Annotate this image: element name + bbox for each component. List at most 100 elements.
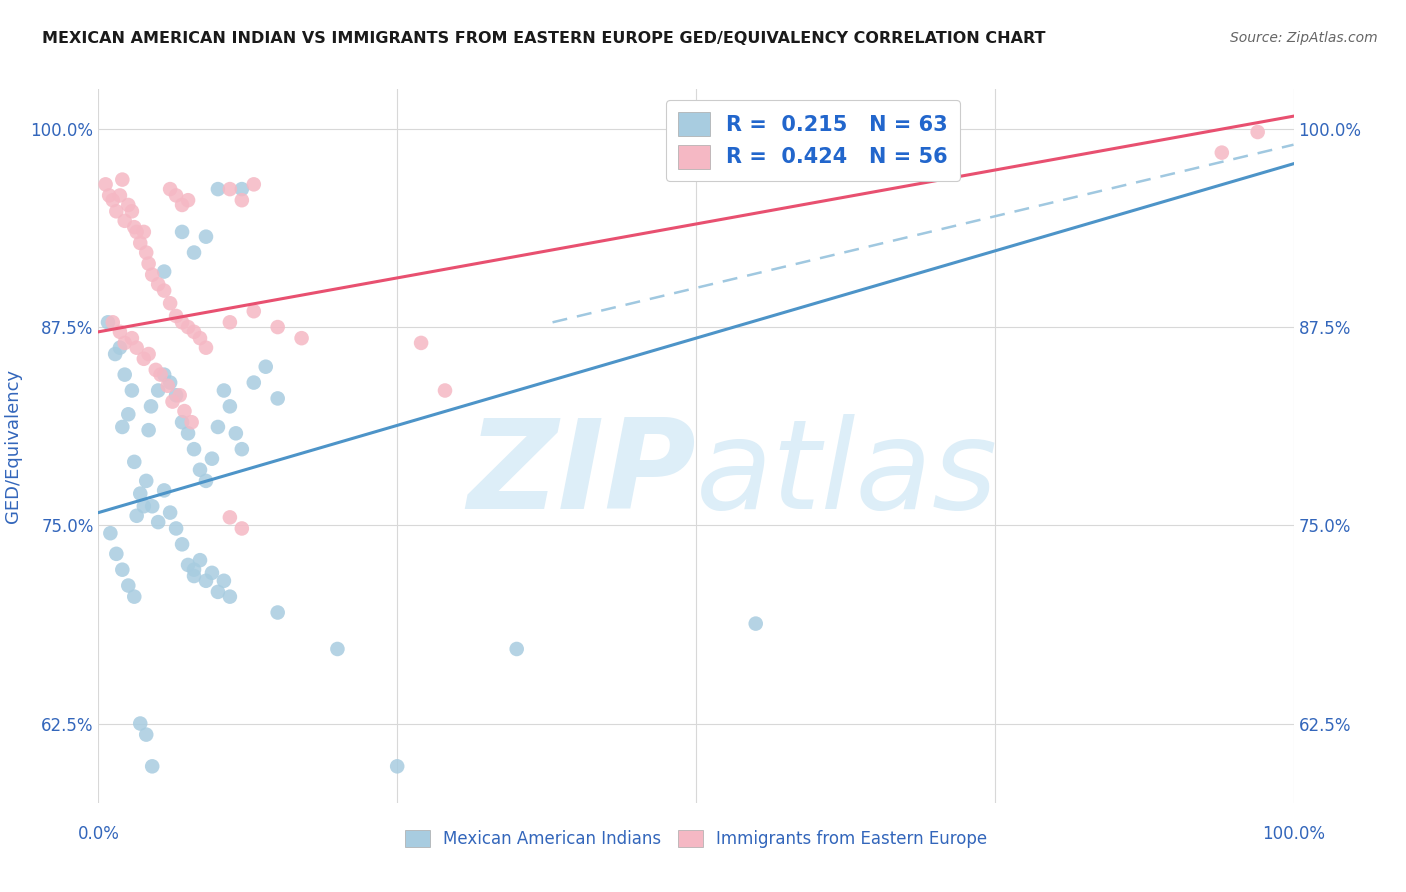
Point [172,415,194,429]
Point [117,407,139,421]
Point [108,188,131,202]
Point [177,193,200,207]
Point [231,442,253,457]
Point [173,404,195,418]
Point [141,500,163,514]
Point [132,500,155,514]
Point [132,351,155,366]
Point [195,574,218,588]
Point [225,426,247,441]
Point [121,204,143,219]
Text: 0.0%: 0.0% [77,825,120,843]
Point [149,368,172,382]
Point [117,578,139,592]
Point [201,566,224,580]
Point [231,193,253,207]
Point [108,325,131,339]
Point [177,426,200,441]
Point [138,347,160,361]
Point [219,182,242,196]
Point [159,506,181,520]
Point [207,585,229,599]
Text: Source: ZipAtlas.com: Source: ZipAtlas.com [1230,31,1378,45]
Point [135,474,157,488]
Point [177,558,200,572]
Point [291,331,314,345]
Point [125,508,148,523]
Point [111,172,134,186]
Point [254,359,277,374]
Point [159,376,181,390]
Point [141,759,163,773]
Point [165,521,187,535]
Y-axis label: GED/Equivalency: GED/Equivalency [4,369,22,523]
Point [148,384,170,398]
Point [434,384,457,398]
Point [183,245,205,260]
Point [411,335,433,350]
Point [243,376,266,390]
Point [267,392,290,406]
Point [125,341,148,355]
Point [183,325,205,339]
Text: atlas: atlas [696,414,998,535]
Point [94,178,117,192]
Point [124,590,146,604]
Point [195,341,218,355]
Point [169,388,191,402]
Point [267,320,290,334]
Point [153,368,176,382]
Point [172,537,194,551]
Point [506,642,529,657]
Text: ZIP: ZIP [467,414,696,535]
Point [145,363,167,377]
Point [153,483,176,498]
Point [1211,145,1233,160]
Point [219,315,242,329]
Point [124,455,146,469]
Point [212,574,235,588]
Point [165,309,187,323]
Point [212,384,235,398]
Point [219,510,242,524]
Point [141,268,163,282]
Point [195,229,218,244]
Point [125,225,148,239]
Point [243,304,266,318]
Point [201,451,224,466]
Point [231,182,253,196]
Point [114,214,136,228]
Point [153,284,176,298]
Point [326,642,349,657]
Point [159,296,181,310]
Point [267,606,290,620]
Point [231,521,253,535]
Point [745,616,768,631]
Point [219,590,242,604]
Point [195,474,218,488]
Point [114,368,136,382]
Point [172,225,194,239]
Point [132,225,155,239]
Point [162,394,184,409]
Point [105,204,128,219]
Point [180,415,202,429]
Point [1247,125,1270,139]
Point [172,315,194,329]
Point [172,198,194,212]
Point [183,569,205,583]
Point [138,257,160,271]
Point [124,220,146,235]
Point [188,553,211,567]
Point [156,378,179,392]
Point [121,331,143,345]
Text: MEXICAN AMERICAN INDIAN VS IMMIGRANTS FROM EASTERN EUROPE GED/EQUIVALENCY CORREL: MEXICAN AMERICAN INDIAN VS IMMIGRANTS FR… [42,31,1046,46]
Point [117,198,139,212]
Point [105,547,128,561]
Point [111,420,134,434]
Point [159,182,181,196]
Point [183,442,205,457]
Point [98,188,121,202]
Point [188,463,211,477]
Point [139,400,162,414]
